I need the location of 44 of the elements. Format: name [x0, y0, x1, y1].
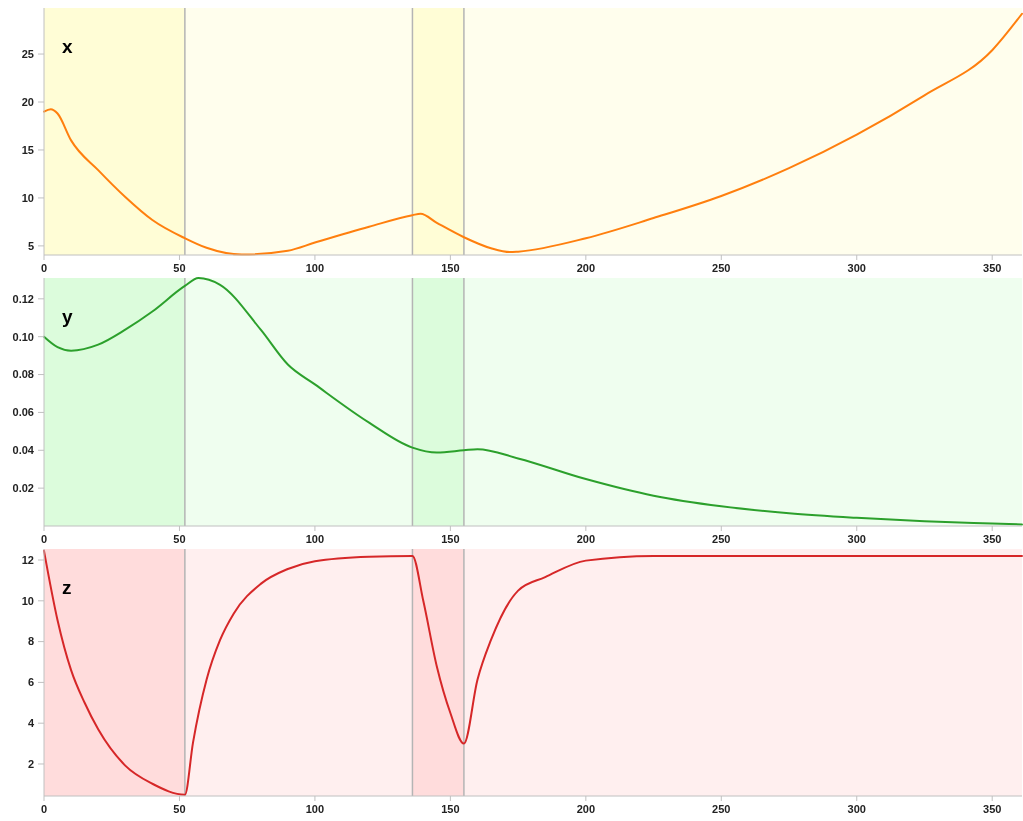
x-tick-label: 0 — [40, 533, 48, 545]
text: y — [62, 306, 73, 327]
y-tick-label: 6 — [27, 676, 34, 689]
y-tick-label: 12 — [21, 553, 34, 566]
x-tick-label: 350 — [983, 262, 1002, 274]
y-tick-label: 15 — [21, 143, 34, 156]
x-tick-label: 150 — [441, 262, 460, 274]
x-tick-label: 200 — [576, 262, 596, 274]
y-tick-label: 0.08 — [12, 368, 34, 381]
y-tick-label: 20 — [21, 95, 34, 108]
x-tick-label: 0 — [40, 262, 48, 274]
x-tick-label: 0 — [40, 803, 48, 815]
x-tick-label: 300 — [847, 262, 866, 274]
x-tick-label: 100 — [305, 262, 325, 274]
y-tick-label: 0.06 — [12, 406, 34, 419]
x-tick-label: 150 — [441, 533, 460, 545]
x-tick-label: 300 — [847, 803, 866, 815]
x-tick-label: 50 — [173, 803, 186, 815]
x-tick-label: 200 — [576, 803, 596, 815]
x-tick-label: 250 — [712, 262, 731, 274]
x-tick-label: 250 — [712, 533, 731, 545]
y-tick-label: 10 — [21, 594, 34, 607]
y-tick-label: 0.02 — [12, 481, 34, 494]
x-tick-label: 150 — [441, 803, 460, 815]
x-tick-label: 250 — [712, 803, 731, 815]
text: z — [62, 577, 72, 598]
y-tick-label: 4 — [27, 717, 35, 730]
x-tick-label: 100 — [305, 533, 325, 545]
y-tick-label: 10 — [21, 191, 34, 204]
x-tick-label: 350 — [983, 803, 1002, 815]
y-tick-label: 0.12 — [12, 292, 34, 305]
x-tick-label: 50 — [173, 262, 186, 274]
x-tick-label: 300 — [847, 533, 866, 545]
y-tick-label: 0.04 — [12, 444, 35, 457]
y-tick-label: 0.10 — [12, 330, 34, 343]
text: x — [62, 36, 73, 57]
y-tick-label: 5 — [27, 239, 34, 252]
y-tick-label: 8 — [27, 635, 34, 648]
x-tick-label: 100 — [305, 803, 325, 815]
x-tick-label: 50 — [173, 533, 186, 545]
x-tick-label: 200 — [576, 533, 596, 545]
x-tick-label: 350 — [983, 533, 1002, 545]
y-tick-label: 25 — [21, 47, 34, 60]
y-tick-label: 2 — [27, 757, 34, 770]
